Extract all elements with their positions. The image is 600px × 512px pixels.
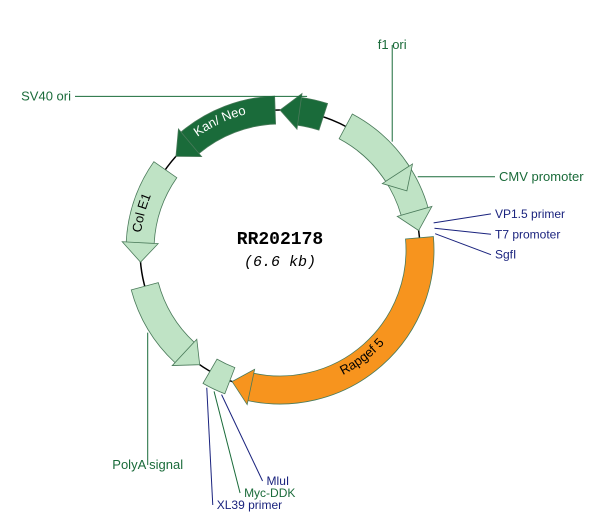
callout-label-sv40-ori: SV40 ori — [21, 88, 71, 103]
arc-col-e1 — [122, 162, 177, 263]
pointer-line-sgfi — [435, 234, 491, 255]
plasmid-size: (6.6 kb) — [244, 254, 316, 271]
callout-label-cmv-promoter: CMV promoter — [499, 169, 584, 184]
callout-label-f1-ori: f1 ori — [378, 37, 407, 52]
pointer-label-t7-promoter: T7 promoter — [495, 227, 560, 241]
pointer-line-xl39-primer — [207, 388, 213, 505]
arc-small-tag — [203, 359, 235, 394]
plasmid-name: RR202178 — [237, 230, 323, 250]
pointer-label-xl39-primer: XL39 primer — [217, 498, 282, 512]
pointer-line-mlui — [222, 395, 263, 481]
arc-f1-ori — [339, 114, 412, 191]
arc-kan-neo — [176, 96, 276, 156]
callout-label-polya-signal: PolyA signal — [112, 457, 183, 472]
pointer-line-t7-promoter — [434, 228, 491, 234]
pointer-line-vp15-primer — [434, 214, 491, 223]
plasmid-map: CMV promoterRapgef 5PolyA signalCol E1Ka… — [0, 0, 600, 512]
pointer-label-vp15-primer: VP1.5 primer — [495, 207, 565, 221]
arc-sv40-ori — [280, 94, 328, 131]
arc-polya-signal — [131, 283, 199, 366]
pointer-label-sgfi: SgfI — [495, 248, 516, 262]
